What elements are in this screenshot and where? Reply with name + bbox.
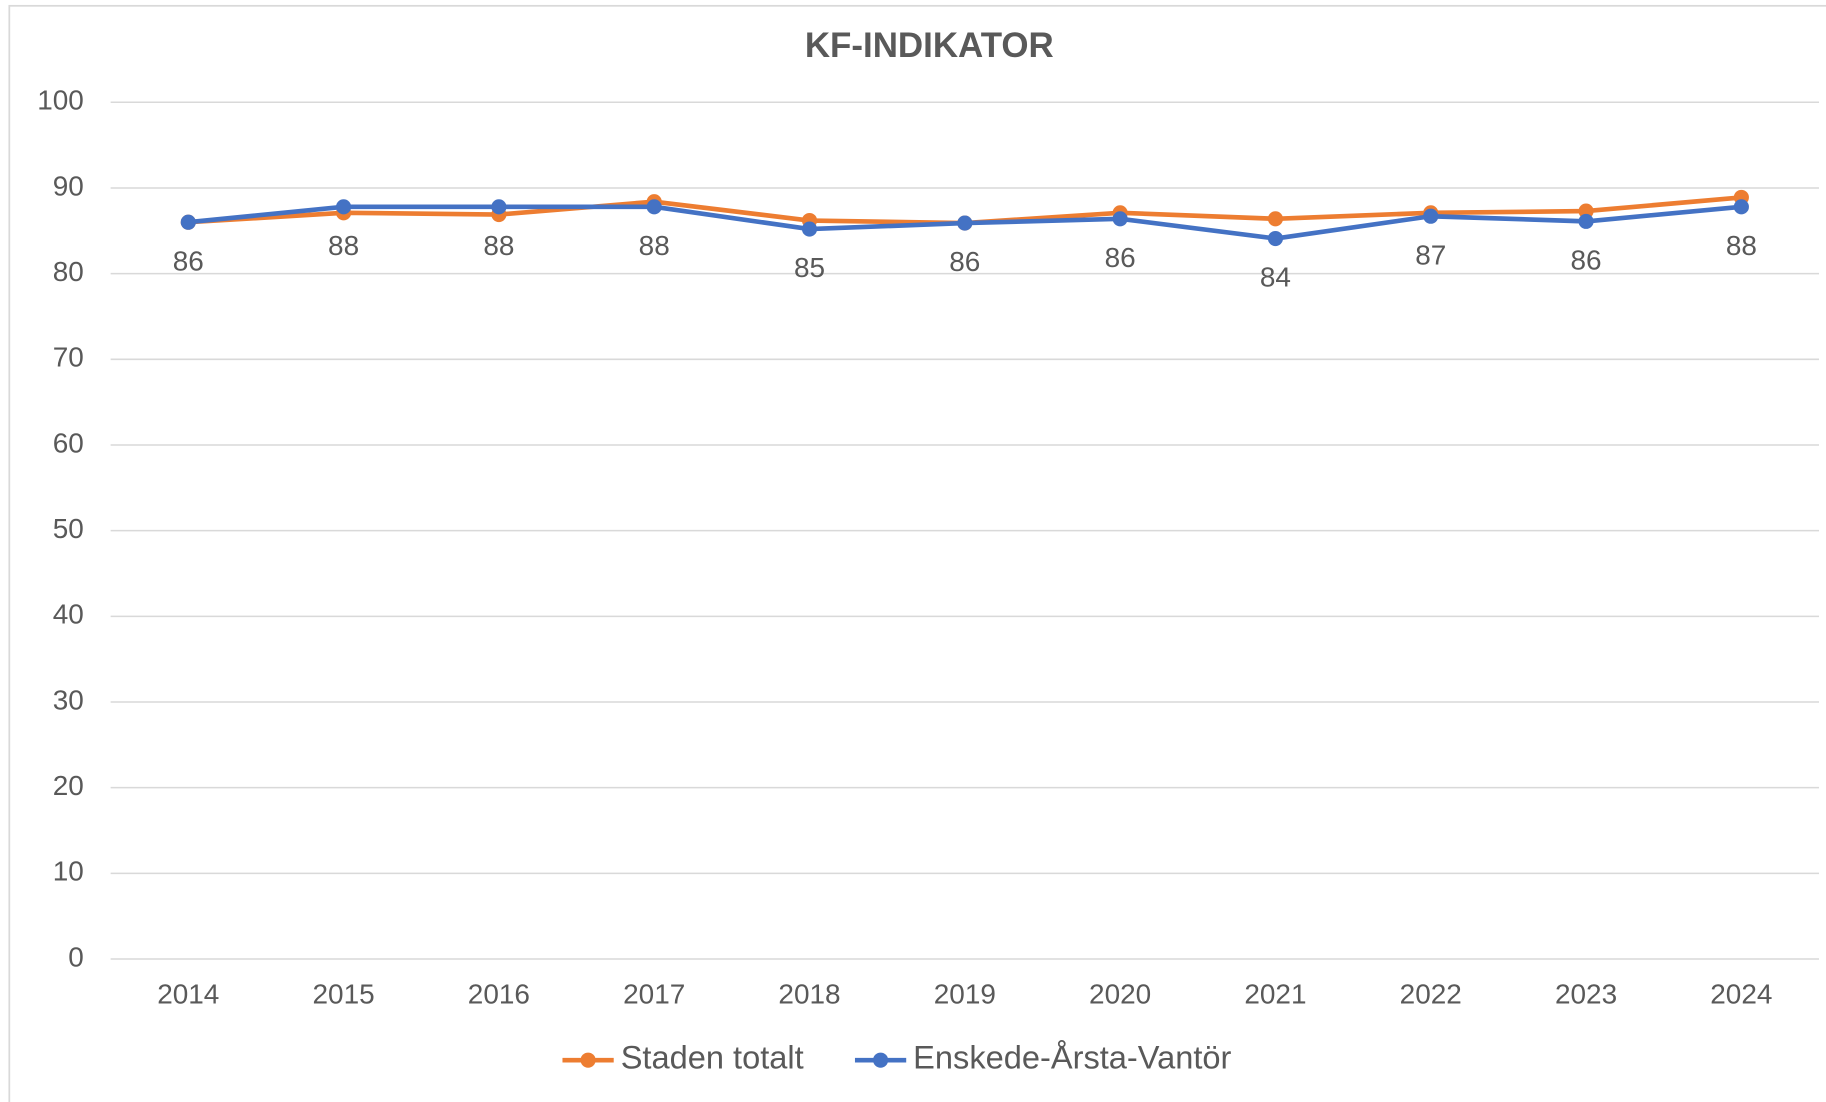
point-marker [646,199,662,215]
y-tick-label: 50 [53,513,84,544]
y-tick-label: 30 [53,684,84,715]
x-tick-label: 2018 [778,979,840,1010]
data-label: 86 [173,245,204,276]
y-tick-label: 20 [53,770,84,801]
legend-label: Enskede-Årsta-Vantör [913,1040,1231,1076]
x-tick-label: 2022 [1400,979,1462,1010]
y-tick-label: 0 [68,941,84,972]
x-tick-label: 2016 [468,979,530,1010]
chart-title: KF-INDIKATOR [805,26,1054,65]
point-marker [1267,211,1284,227]
point-marker [336,199,352,215]
legend-marker [873,1052,889,1068]
data-label: 84 [1260,262,1291,293]
point-marker [957,215,973,231]
y-tick-label: 40 [53,599,84,630]
x-tick-label: 2024 [1710,979,1772,1010]
x-tick-label: 2014 [157,979,219,1010]
data-label: 88 [483,230,514,261]
y-tick-label: 10 [53,856,84,887]
data-label: 88 [639,230,670,261]
x-tick-label: 2020 [1089,979,1151,1010]
legend-label: Staden totalt [621,1040,804,1076]
data-label: 86 [1571,244,1602,275]
point-marker [1423,208,1439,224]
y-tick-label: 100 [37,85,84,116]
legend-marker [580,1052,596,1068]
point-marker [1267,230,1284,247]
x-tick-label: 2021 [1244,979,1306,1010]
y-tick-label: 70 [53,342,84,373]
point-marker [180,214,196,230]
y-tick-label: 60 [53,427,84,458]
point-marker [801,221,818,237]
chart-border [8,4,1826,1102]
data-label: 88 [1726,230,1757,261]
point-marker [1112,211,1128,227]
x-tick-label: 2023 [1555,979,1617,1010]
x-tick-label: 2015 [313,979,375,1010]
y-tick-label: 80 [53,256,84,287]
x-tick-label: 2017 [623,979,685,1010]
data-label: 86 [949,246,980,277]
point-marker [1578,213,1594,229]
data-label: 87 [1415,239,1446,270]
data-label: 86 [1105,242,1136,273]
data-label: 88 [328,230,359,261]
x-tick-label: 2019 [934,979,996,1010]
y-tick-label: 90 [53,170,84,201]
data-label: 85 [794,252,825,283]
point-marker [1733,199,1749,215]
point-marker [491,199,507,215]
